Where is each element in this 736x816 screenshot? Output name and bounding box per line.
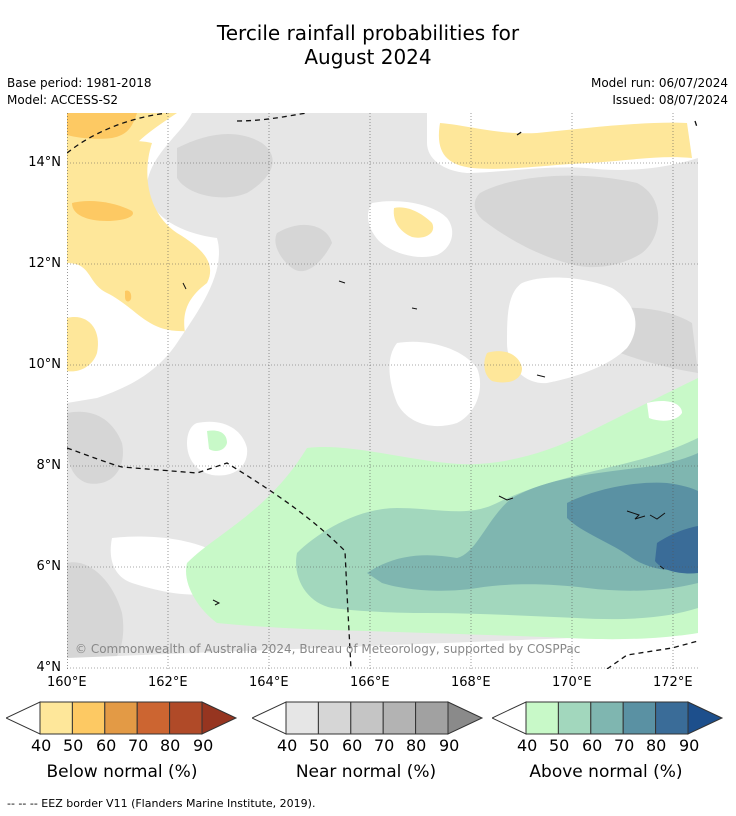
lon-label: 166°E (350, 675, 390, 690)
colorbar-cell (350, 701, 384, 735)
above-normal-80-area (655, 526, 698, 574)
probability-map: © Commonwealth of Australia 2024, Bureau… (67, 113, 698, 669)
below-normal-40-area (67, 140, 211, 333)
colorbar-extend-low (6, 701, 41, 735)
base-period: Base period: 1981-2018 (7, 76, 152, 90)
copyright-notice: © Commonwealth of Australia 2024, Bureau… (75, 642, 580, 656)
colorbar-cell (104, 701, 138, 735)
colorbar-tick: 80 (646, 736, 667, 755)
colorbar-cell (557, 701, 592, 735)
below-normal-40-area (438, 122, 692, 169)
colorbar-title-below: Below normal (%) (46, 762, 198, 782)
colorbar-tick: 40 (517, 736, 538, 755)
colorbar-cell (285, 701, 319, 735)
colorbar-cell (169, 701, 203, 735)
lat-label: 4°N (36, 660, 62, 675)
map-title-line1: Tercile rainfall probabilities for (216, 21, 520, 45)
model-name: Model: ACCESS-S2 (7, 93, 119, 107)
lat-label: 12°N (28, 256, 61, 271)
no-dominant-area (389, 341, 481, 427)
lon-label: 168°E (451, 675, 491, 690)
eez-legend-note: -- -- -- EEZ border V11 (Flanders Marine… (7, 797, 316, 810)
colorbar-cell (136, 701, 171, 735)
below-normal-40-area (484, 351, 522, 383)
colorbar-extend-high (687, 701, 724, 735)
colorbar-tick: 90 (439, 736, 460, 755)
colorbar-tick: 80 (160, 736, 181, 755)
colorbar-tick: 70 (374, 736, 395, 755)
colorbar-tick: 50 (63, 736, 84, 755)
colorbar-cell (590, 701, 624, 735)
colorbar-tick: 70 (614, 736, 635, 755)
colorbar-tick: 90 (193, 736, 214, 755)
issued-date: Issued: 08/07/2024 (612, 93, 728, 107)
lat-label: 6°N (36, 559, 62, 574)
lon-label: 170°E (552, 675, 592, 690)
lat-label: 8°N (36, 458, 62, 473)
colorbar-tick: 90 (679, 736, 700, 755)
colorbar-title-near: Near normal (%) (295, 762, 437, 782)
lat-label: 14°N (28, 155, 61, 170)
graticule (67, 113, 698, 669)
above-normal-40-area (207, 430, 227, 451)
colorbar-extend-high (447, 701, 484, 735)
colorbar-extend-high (201, 701, 238, 735)
lon-label: 164°E (249, 675, 289, 690)
near-normal-50-area (177, 133, 273, 198)
colorbar-tick: 60 (96, 736, 117, 755)
colorbar-cell (655, 701, 689, 735)
colorbar-cell (39, 701, 73, 735)
colorbar-cell (71, 701, 106, 735)
below-normal-40-area (393, 207, 434, 238)
colorbar-above-normal (492, 701, 724, 735)
colorbar-cell (382, 701, 417, 735)
island-outlines (182, 280, 666, 606)
below-normal-50-area (125, 290, 132, 302)
no-dominant-area (507, 277, 636, 384)
colorbar-tick: 70 (128, 736, 149, 755)
colorbar-tick: 80 (406, 736, 427, 755)
lat-label: 10°N (28, 357, 61, 372)
near-normal-50-area (67, 562, 124, 669)
colorbar-tick: 60 (342, 736, 363, 755)
near-normal-50-area (275, 224, 332, 272)
below-normal-50-area (67, 113, 137, 139)
model-run: Model run: 06/07/2024 (590, 76, 728, 90)
lon-label: 162°E (148, 675, 188, 690)
below-normal-40-area (67, 317, 98, 372)
colorbar-tick: 50 (309, 736, 330, 755)
no-dominant-area (647, 401, 682, 421)
near-normal-50-area (474, 175, 659, 268)
colorbar-extend-low (492, 701, 527, 735)
lon-label: 172°E (653, 675, 693, 690)
colorbar-tick: 50 (549, 736, 570, 755)
map-title-line2: August 2024 (304, 45, 432, 69)
colorbar-extend-low (252, 701, 287, 735)
near-normal-50-area (67, 411, 123, 484)
colorbar-tick: 40 (277, 736, 298, 755)
colorbar-cell (415, 701, 449, 735)
below-normal-50-area (72, 200, 133, 221)
colorbar-cell (317, 701, 352, 735)
no-dominant-area (67, 633, 698, 669)
colorbar-title-above: Above normal (%) (529, 762, 683, 782)
lon-label: 160°E (47, 675, 87, 690)
colorbar-tick: 60 (582, 736, 603, 755)
colorbar-tick: 40 (31, 736, 52, 755)
colorbar-below-normal (6, 701, 238, 735)
colorbar-cell (525, 701, 559, 735)
colorbar-near-normal (252, 701, 484, 735)
colorbar-cell (622, 701, 657, 735)
eez-border (67, 113, 698, 669)
